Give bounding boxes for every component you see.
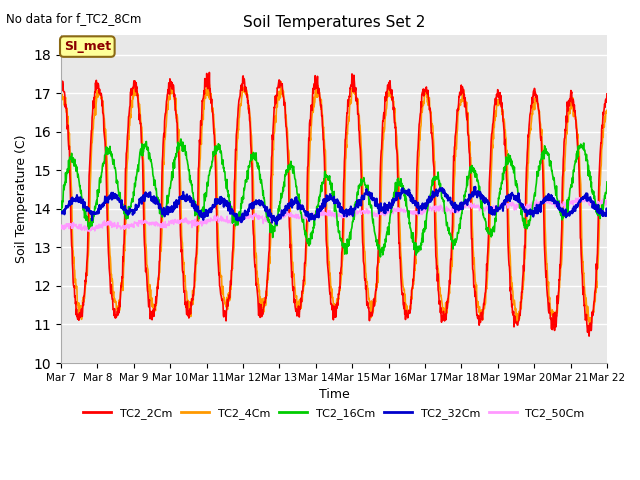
Legend: TC2_2Cm, TC2_4Cm, TC2_16Cm, TC2_32Cm, TC2_50Cm: TC2_2Cm, TC2_4Cm, TC2_16Cm, TC2_32Cm, TC…: [79, 403, 589, 423]
Title: Soil Temperatures Set 2: Soil Temperatures Set 2: [243, 15, 425, 30]
Text: SI_met: SI_met: [64, 40, 111, 53]
Text: No data for f_TC2_8Cm: No data for f_TC2_8Cm: [6, 12, 142, 25]
X-axis label: Time: Time: [319, 388, 349, 401]
Y-axis label: Soil Temperature (C): Soil Temperature (C): [15, 135, 28, 264]
